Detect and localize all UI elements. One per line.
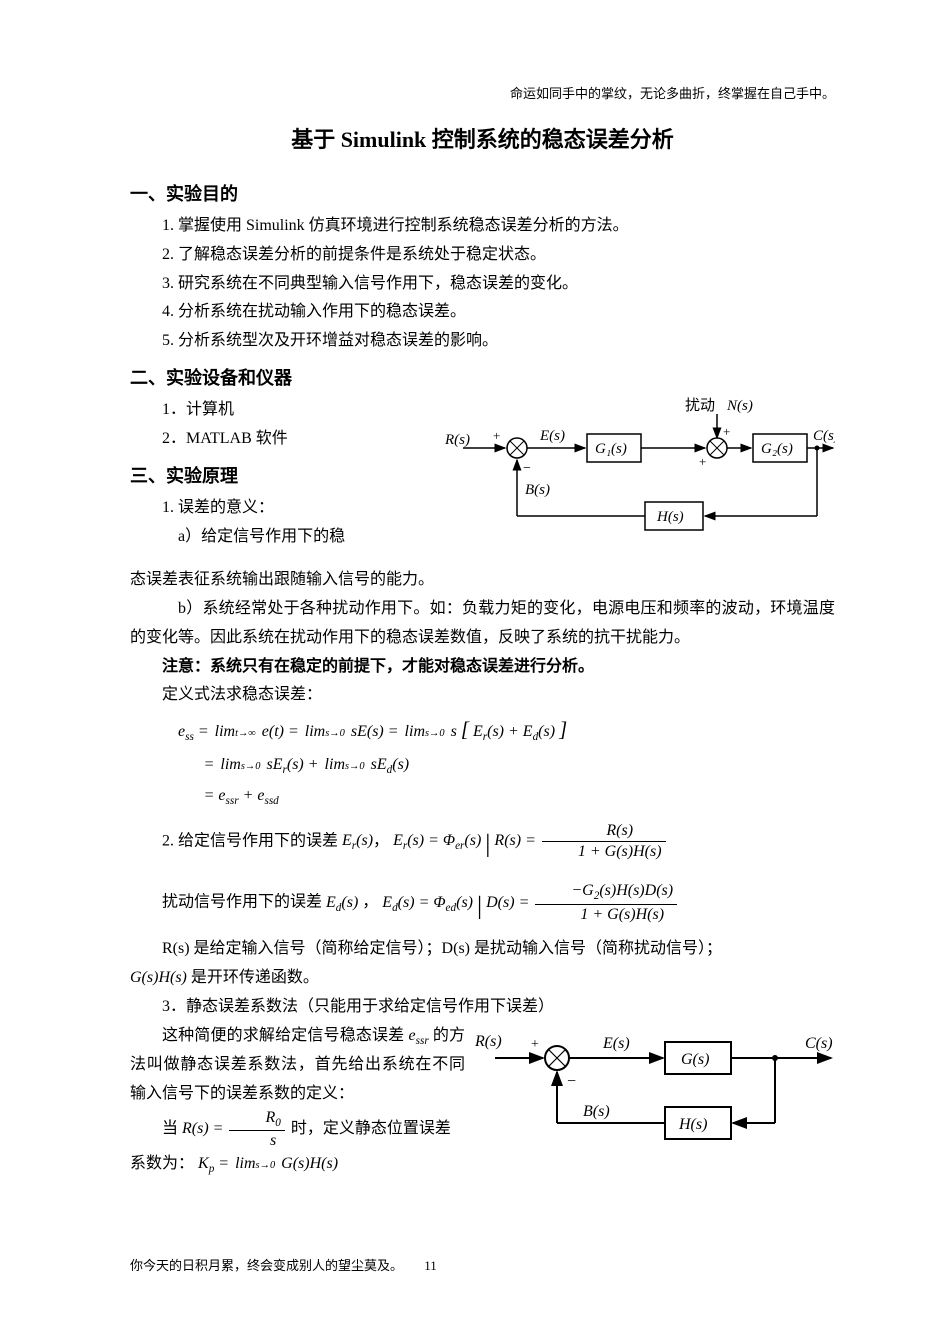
page: 命运如同手中的掌纹，无论多曲折，终掌握在自己手中。 基于 Simulink 控制… xyxy=(0,0,945,1337)
sec3-p1b: b）系统经常处于各种扰动作用下。如：负载力矩的变化，电源电压和频率的波动，环境温… xyxy=(130,595,835,653)
d1-dist-label: 扰动 xyxy=(685,397,715,414)
sec1-item: 4. 分析系统在扰动输入作用下的稳态误差。 xyxy=(130,298,835,327)
d1-plus2: + xyxy=(723,424,730,439)
sec1-item: 3. 研究系统在不同典型输入信号作用下，稳态误差的变化。 xyxy=(130,270,835,299)
d1-R: R(s) xyxy=(445,432,470,448)
page-number: 11 xyxy=(424,1258,437,1273)
d1-E: E(s) xyxy=(539,428,565,444)
d2-H: H(s) xyxy=(678,1116,707,1133)
sec3-p1a-cont: 态误差表征系统输出跟随输入信号的能力。 xyxy=(130,566,835,595)
d1-C: C(s) xyxy=(813,428,835,444)
sec1-item: 5. 分析系统型次及开环增益对稳态误差的影响。 xyxy=(130,327,835,356)
sec3-def-intro: 定义式法求稳态误差： xyxy=(130,681,835,710)
d1-plus1: + xyxy=(493,428,500,443)
page-title: 基于 Simulink 控制系统的稳态误差分析 xyxy=(130,120,835,160)
d2-R: R(s) xyxy=(475,1033,502,1050)
d2-G: G(s) xyxy=(681,1051,709,1068)
sec1-item: 1. 掌握使用 Simulink 仿真环境进行控制系统稳态误差分析的方法。 xyxy=(130,212,835,241)
sec3-p2c-a: R(s) 是给定输入信号（简称给定信号）；D(s) 是扰动输入信号（简称扰动信号… xyxy=(130,935,835,964)
d1-H: H(s) xyxy=(656,509,684,525)
d2-C: C(s) xyxy=(805,1035,833,1052)
header-quote: 命运如同手中的掌纹，无论多曲折，终掌握在自己手中。 xyxy=(510,82,835,105)
sec3-p2b: 扰动信号作用下的误差 Ed(s) ， Ed(s) = Φed(s) | D(s)… xyxy=(130,874,835,935)
section1-head: 一、实验目的 xyxy=(130,178,835,210)
d2-minus: − xyxy=(567,1073,576,1090)
block-diagram-2: R(s) + − E(s) G(s) C(s) H(s) B(s xyxy=(475,1028,835,1159)
d1-G1: G₁(s) xyxy=(595,441,627,457)
d2-E: E(s) xyxy=(602,1035,630,1052)
d1-B: B(s) xyxy=(525,482,550,498)
footer-quote: 你今天的日积月累，终会变成别人的望尘莫及。 xyxy=(130,1258,403,1273)
sec1-item: 2. 了解稳态误差分析的前提条件是系统处于稳定状态。 xyxy=(130,241,835,270)
sec3-p2c-b: G(s)H(s) 是开环传递函数。 xyxy=(130,964,835,993)
sec3-p3: 3．静态误差系数法（只能用于求给定信号作用下误差） xyxy=(130,993,835,1022)
block-diagram-1: 扰动 N(s) + + R(s) + − E(s) G₁(s) xyxy=(445,396,835,562)
sec3-p2: 2. 给定信号作用下的误差 Er(s)， Er(s) = Φer(s) | R(… xyxy=(130,813,835,874)
d1-G2: G₂(s) xyxy=(761,441,793,457)
d2-plus: + xyxy=(531,1037,539,1052)
footer: 你今天的日积月累，终会变成别人的望尘莫及。 11 xyxy=(130,1254,437,1277)
d1-N: N(s) xyxy=(726,398,753,414)
d1-minus: − xyxy=(523,461,531,476)
sec3-note: 注意：系统只有在稳定的前提下，才能对稳态误差进行分析。 xyxy=(130,653,835,682)
d2-B: B(s) xyxy=(583,1103,610,1120)
section2-head: 二、实验设备和仪器 xyxy=(130,362,835,394)
d1-plus3: + xyxy=(699,454,706,469)
equation-ess: ess = limt→∞ e(t) = lims→0 sE(s) = lims→… xyxy=(178,710,835,812)
